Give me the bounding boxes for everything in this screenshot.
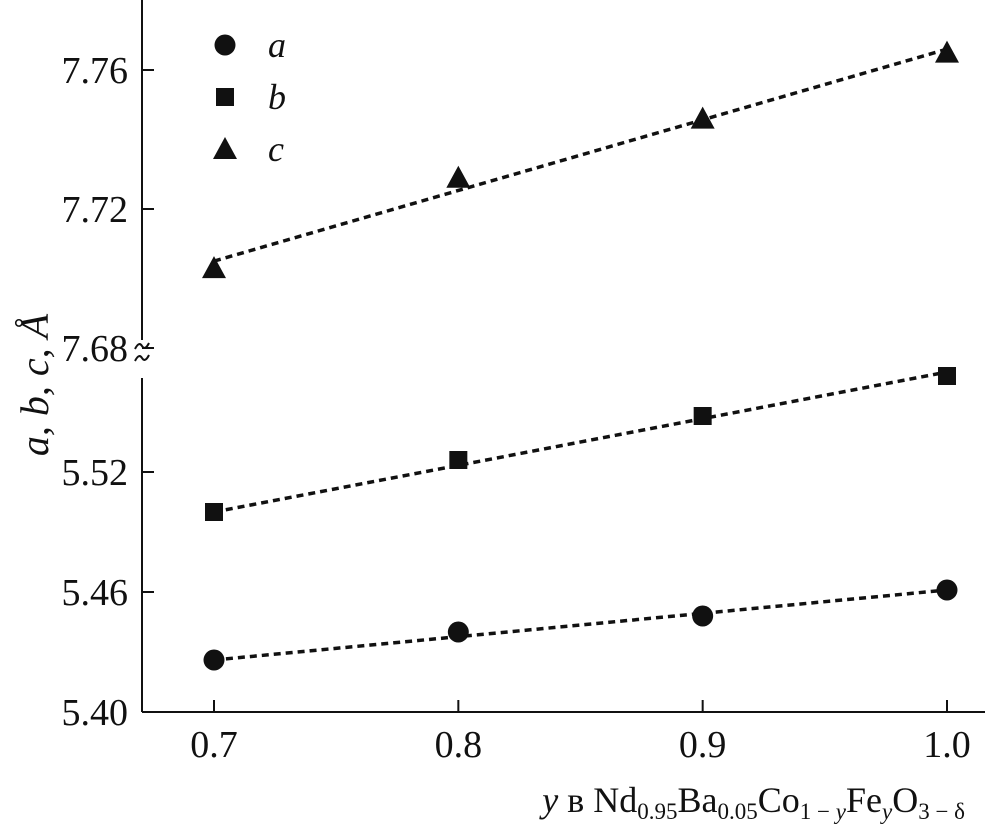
x-label-formula-part: Ba xyxy=(678,780,718,820)
data-point-a xyxy=(447,621,469,643)
y-tick-label: 5.46 xyxy=(62,572,129,614)
fit-line-b xyxy=(213,370,948,514)
x-label-formula-part: Nd xyxy=(593,780,637,820)
x-label-formula-part: 3 − δ xyxy=(918,799,965,824)
y-tick-label: 7.72 xyxy=(62,189,129,231)
x-label-formula-part: 0.95 xyxy=(637,799,677,824)
data-point-b xyxy=(937,367,956,385)
fit-lines xyxy=(213,47,948,662)
x-label-variable: y xyxy=(539,780,558,820)
legend-marker-c xyxy=(213,137,237,159)
x-tick-label: 0.7 xyxy=(190,724,238,766)
data-point-a xyxy=(692,605,714,627)
x-label-formula-part: O xyxy=(892,780,918,820)
x-tick-label: 1.0 xyxy=(923,724,971,766)
axes: 5.40 5.46 5.52 7.68 7.72 7.76 0.7 0.8 0.9 1.0 xyxy=(62,0,985,766)
y-axis-label: a, b, c, Å xyxy=(12,313,57,456)
legend-marker-b xyxy=(216,88,234,106)
x-label-formula-part: Co xyxy=(758,780,800,820)
data-point-a xyxy=(203,649,225,671)
data-point-c xyxy=(934,40,959,63)
legend-label-b: b xyxy=(268,77,286,117)
legend: abc xyxy=(213,25,286,169)
x-label-formula-part: Fe xyxy=(846,780,882,820)
y-tick-label: 7.76 xyxy=(62,50,129,92)
y-tick-label: 7.68 xyxy=(62,328,129,370)
x-tick-label: 0.8 xyxy=(435,724,483,766)
x-label-formula-part: 1 − xyxy=(800,799,836,824)
x-axis-label: y в Nd0.95Ba0.05Co1 − yFeyO3 − δ xyxy=(539,780,965,824)
legend-label-a: a xyxy=(268,25,286,65)
axis-break-mark xyxy=(134,354,150,362)
data-point-a xyxy=(936,579,958,601)
y-tick-label: 5.40 xyxy=(62,692,129,734)
data-point-b xyxy=(693,407,712,425)
y-tick-label: 5.52 xyxy=(62,452,129,494)
x-label-preposition: в xyxy=(558,780,593,820)
fit-line-a xyxy=(213,588,948,662)
data-markers xyxy=(202,40,959,671)
data-point-c xyxy=(690,106,715,129)
data-point-c xyxy=(202,256,226,279)
data-point-b xyxy=(449,451,468,469)
x-label-formula-part: y xyxy=(880,799,893,824)
x-tick-label: 0.9 xyxy=(679,724,727,766)
data-point-c xyxy=(446,165,471,188)
x-label-formula-part: y xyxy=(834,799,847,824)
legend-marker-a xyxy=(214,34,236,56)
x-label-formula-part: 0.05 xyxy=(718,799,758,824)
axis-break-mark xyxy=(134,342,150,350)
data-point-b xyxy=(205,503,223,521)
legend-label-c: c xyxy=(268,129,284,169)
fit-line-c xyxy=(213,47,948,263)
